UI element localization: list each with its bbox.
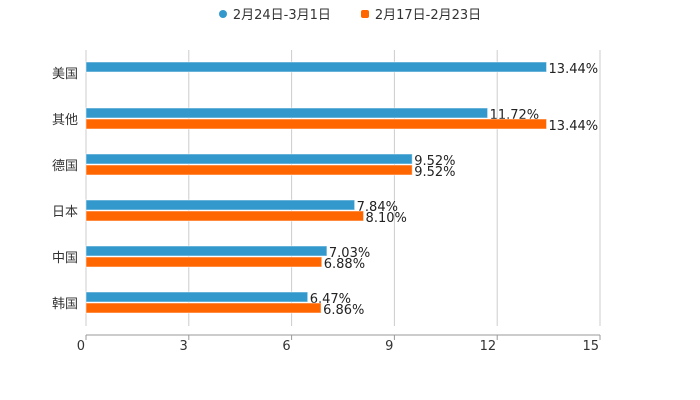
category-label: 中国: [52, 251, 78, 266]
bar-value-label: 13.44%: [549, 62, 599, 77]
x-tick-label: 6: [282, 339, 290, 354]
x-tick-label: 15: [582, 339, 599, 354]
bar-blue[interactable]: [85, 291, 309, 303]
x-tick-label: 9: [385, 339, 393, 354]
bar-value-label: 6.88%: [324, 257, 365, 272]
bar-value-label: 9.52%: [414, 154, 455, 169]
legend-item-series-2[interactable]: 2月17日-2月23日: [360, 4, 482, 23]
bar-orange[interactable]: [85, 118, 548, 130]
bar-value-label: 7.03%: [329, 246, 370, 261]
legend-label: 2月17日-2月23日: [374, 8, 482, 23]
bar-blue[interactable]: [85, 107, 489, 119]
legend-square-icon: [360, 9, 369, 18]
category-label: 韩国: [52, 297, 78, 312]
bar-value-label: 8.10%: [366, 211, 407, 226]
bar-value-label: 9.52%: [414, 165, 455, 180]
bar-orange[interactable]: [85, 302, 322, 314]
bar-value-label: 7.84%: [357, 200, 398, 215]
bar-value-label: 6.86%: [323, 303, 364, 318]
category-label: 美国: [52, 67, 78, 82]
category-label: 德国: [52, 159, 78, 174]
bar-orange[interactable]: [85, 256, 323, 268]
category-label: 其他: [52, 113, 78, 128]
chart-legend: 2月24日-3月1日 2月17日-2月23日: [0, 4, 700, 23]
bar-orange[interactable]: [85, 210, 365, 222]
bar-orange[interactable]: [85, 164, 413, 176]
bar-blue[interactable]: [85, 153, 413, 165]
bar-blue[interactable]: [85, 245, 328, 257]
x-tick-label: 0: [77, 339, 85, 354]
x-tick-label: 3: [180, 339, 188, 354]
bar-blue[interactable]: [85, 61, 548, 73]
legend-label: 2月24日-3月1日: [232, 8, 331, 23]
bar-blue[interactable]: [85, 199, 356, 211]
x-tick-label: 12: [480, 339, 497, 354]
category-label: 日本: [52, 205, 78, 220]
legend-item-series-1[interactable]: 2月24日-3月1日: [218, 4, 331, 23]
legend-circle-icon: [218, 9, 227, 18]
bar-value-label: 13.44%: [549, 119, 599, 134]
